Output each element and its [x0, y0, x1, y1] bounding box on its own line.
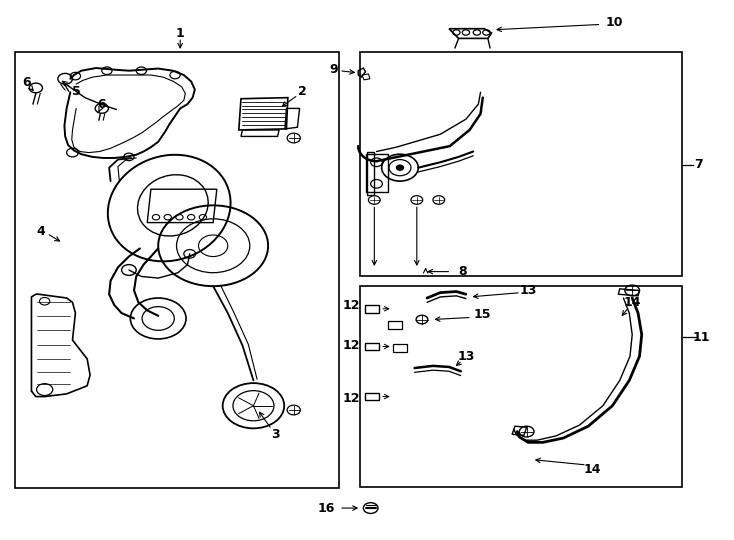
Text: 8: 8 [458, 265, 467, 278]
Text: 6: 6 [98, 98, 106, 111]
Text: 12: 12 [342, 339, 360, 352]
Text: 6: 6 [22, 76, 31, 89]
Text: 13: 13 [520, 284, 537, 297]
Text: 3: 3 [271, 428, 280, 441]
Text: 9: 9 [330, 63, 338, 76]
Text: 14: 14 [623, 296, 641, 309]
Text: 2: 2 [298, 85, 307, 98]
Text: 5: 5 [72, 85, 81, 98]
Text: 1: 1 [176, 26, 184, 39]
Text: 12: 12 [342, 299, 360, 312]
Text: 14: 14 [584, 463, 601, 476]
Text: 13: 13 [457, 350, 475, 363]
Text: 4: 4 [37, 225, 46, 238]
Text: 11: 11 [693, 331, 711, 344]
Text: 15: 15 [474, 308, 492, 321]
Text: 16: 16 [317, 502, 335, 515]
Circle shape [396, 165, 404, 170]
Text: 12: 12 [342, 392, 360, 404]
Text: 7: 7 [694, 158, 702, 172]
Text: 10: 10 [606, 16, 623, 29]
